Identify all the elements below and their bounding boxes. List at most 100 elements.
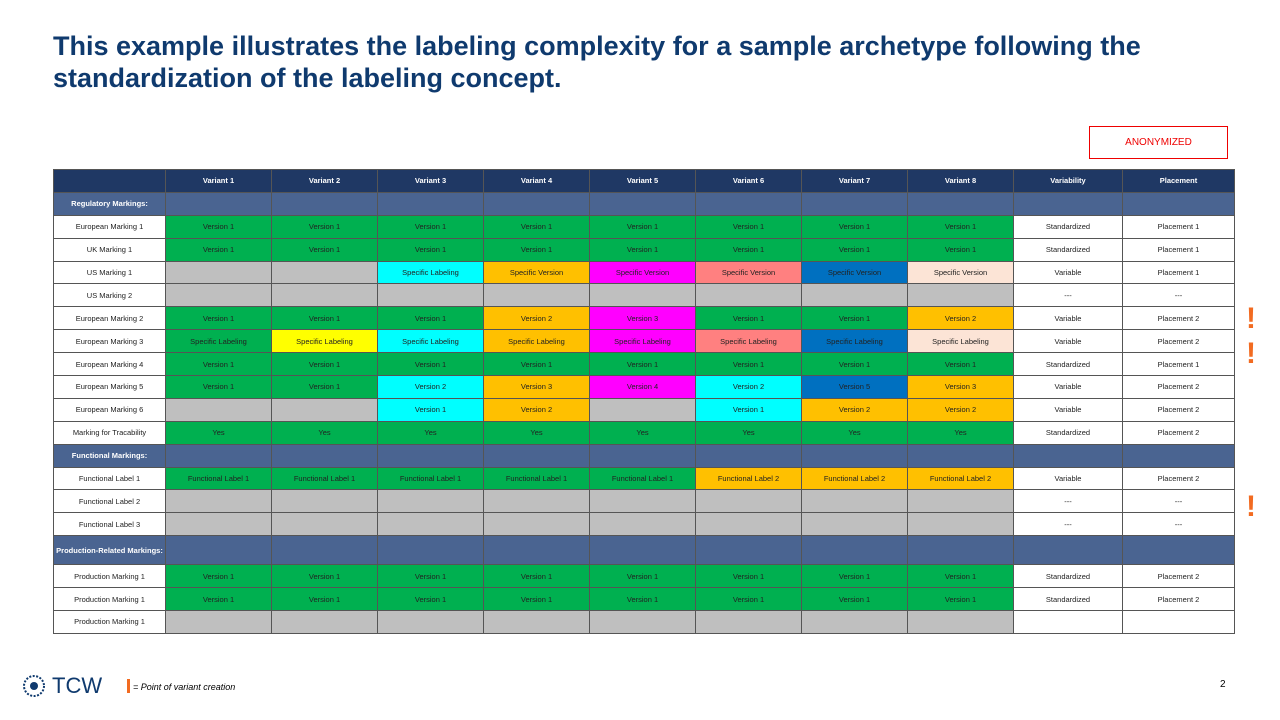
cell: Placement 2 xyxy=(1122,420,1235,445)
section-cell xyxy=(271,443,378,468)
cell: Specific Labeling xyxy=(165,329,272,354)
cell xyxy=(377,489,484,514)
cell: --- xyxy=(1013,489,1123,514)
cell xyxy=(589,283,696,308)
cell: Specific Labeling xyxy=(271,329,378,354)
cell: Version 2 xyxy=(907,397,1014,422)
cell: Yes xyxy=(377,420,484,445)
cell: --- xyxy=(1013,512,1123,537)
cell: Version 1 xyxy=(271,237,378,262)
cell: Standardized xyxy=(1013,214,1123,239)
cell: Version 2 xyxy=(483,397,590,422)
table-row: European Marking 2 Version 1 Version 1 Vers… xyxy=(53,306,1235,331)
section-cell xyxy=(1013,535,1123,566)
cell: Functional Label 1 xyxy=(483,466,590,491)
cell: Version 1 xyxy=(271,352,378,377)
row-label: European Marking 5 xyxy=(53,375,166,399)
cell xyxy=(801,283,908,308)
table-row: Production Marking 1 Version 1 Version 1 Ve… xyxy=(53,587,1235,612)
cell: Variable xyxy=(1013,260,1123,285)
cell: Version 3 xyxy=(483,375,590,399)
section-cell xyxy=(801,443,908,468)
row-label: Production Marking 1 xyxy=(53,587,166,612)
cell: Placement 1 xyxy=(1122,260,1235,285)
cell xyxy=(377,283,484,308)
cell: Version 1 xyxy=(165,214,272,239)
section-cell xyxy=(1122,191,1235,216)
section-row: Functional Markings: xyxy=(53,443,1235,468)
cell: Version 2 xyxy=(377,375,484,399)
section-cell xyxy=(907,535,1014,566)
table-row: US Marking 1 Specific Labeling Specific Ve… xyxy=(53,260,1235,285)
cell: Placement 2 xyxy=(1122,329,1235,354)
cell: Version 1 xyxy=(801,587,908,612)
cell: Standardized xyxy=(1013,237,1123,262)
cell: Functional Label 1 xyxy=(165,466,272,491)
cell: Version 1 xyxy=(907,237,1014,262)
section-row: Production-Related Markings: xyxy=(53,535,1235,566)
cell: Placement 2 xyxy=(1122,466,1235,491)
cell xyxy=(695,283,802,308)
row-label: Marking for Tracability xyxy=(53,420,166,445)
cell xyxy=(165,283,272,308)
cell xyxy=(1122,610,1235,634)
cell: Version 1 xyxy=(695,587,802,612)
cell: Standardized xyxy=(1013,352,1123,377)
cell: Version 1 xyxy=(589,352,696,377)
cell: Placement 2 xyxy=(1122,375,1235,399)
cell: Version 3 xyxy=(589,306,696,331)
section-cell xyxy=(483,191,590,216)
row-label: US Marking 2 xyxy=(53,283,166,308)
cell: Version 1 xyxy=(695,352,802,377)
legend-marker xyxy=(127,679,130,693)
table-row: European Marking 3 Specific Labeling Speci… xyxy=(53,329,1235,354)
cell: Version 1 xyxy=(271,564,378,589)
table-row: Production Marking 1 xyxy=(53,610,1235,634)
cell: Version 1 xyxy=(271,214,378,239)
cell: Version 1 xyxy=(801,214,908,239)
cell: Functional Label 1 xyxy=(377,466,484,491)
table-row: European Marking 5 Version 1 Version 1 Vers… xyxy=(53,375,1235,399)
badge: ANONYMIZED xyxy=(1089,126,1228,159)
cell: Version 1 xyxy=(165,375,272,399)
cell xyxy=(589,397,696,422)
row-label: Production Marking 1 xyxy=(53,610,166,634)
cell: Version 1 xyxy=(377,352,484,377)
cell: Version 1 xyxy=(801,352,908,377)
header-cell: Variant 4 xyxy=(483,169,590,193)
cell: Yes xyxy=(271,420,378,445)
cell: Version 1 xyxy=(695,306,802,331)
cell: --- xyxy=(1122,489,1235,514)
cell: Version 1 xyxy=(907,352,1014,377)
cell: Version 2 xyxy=(801,397,908,422)
row-label: European Marking 2 xyxy=(53,306,166,331)
cell: Version 1 xyxy=(377,587,484,612)
section-cell xyxy=(1122,443,1235,468)
cell: Placement 1 xyxy=(1122,214,1235,239)
cell: Version 1 xyxy=(907,587,1014,612)
cell: Standardized xyxy=(1013,420,1123,445)
cell xyxy=(1013,610,1123,634)
cell xyxy=(271,512,378,537)
cell xyxy=(165,512,272,537)
cell: Version 1 xyxy=(483,237,590,262)
section-cell xyxy=(165,443,272,468)
cell: Version 1 xyxy=(695,237,802,262)
cell: Placement 2 xyxy=(1122,564,1235,589)
cell: Version 1 xyxy=(483,587,590,612)
table-row: US Marking 2 --- --- xyxy=(53,283,1235,308)
section-title: Regulatory Markings: xyxy=(53,191,166,216)
header-cell: Variant 3 xyxy=(377,169,484,193)
cell xyxy=(589,489,696,514)
section-cell xyxy=(1013,443,1123,468)
cell xyxy=(589,512,696,537)
cell: Variable xyxy=(1013,306,1123,331)
cell: Specific Labeling xyxy=(377,260,484,285)
labeling-table: Variant 1 Variant 2 Variant 3 Variant 4 Vari… xyxy=(53,169,1235,634)
exclamation-icon: ! xyxy=(1246,490,1256,523)
cell xyxy=(271,283,378,308)
cell: Placement 2 xyxy=(1122,306,1235,331)
section-cell xyxy=(377,535,484,566)
section-cell xyxy=(801,535,908,566)
cell: Version 1 xyxy=(483,214,590,239)
